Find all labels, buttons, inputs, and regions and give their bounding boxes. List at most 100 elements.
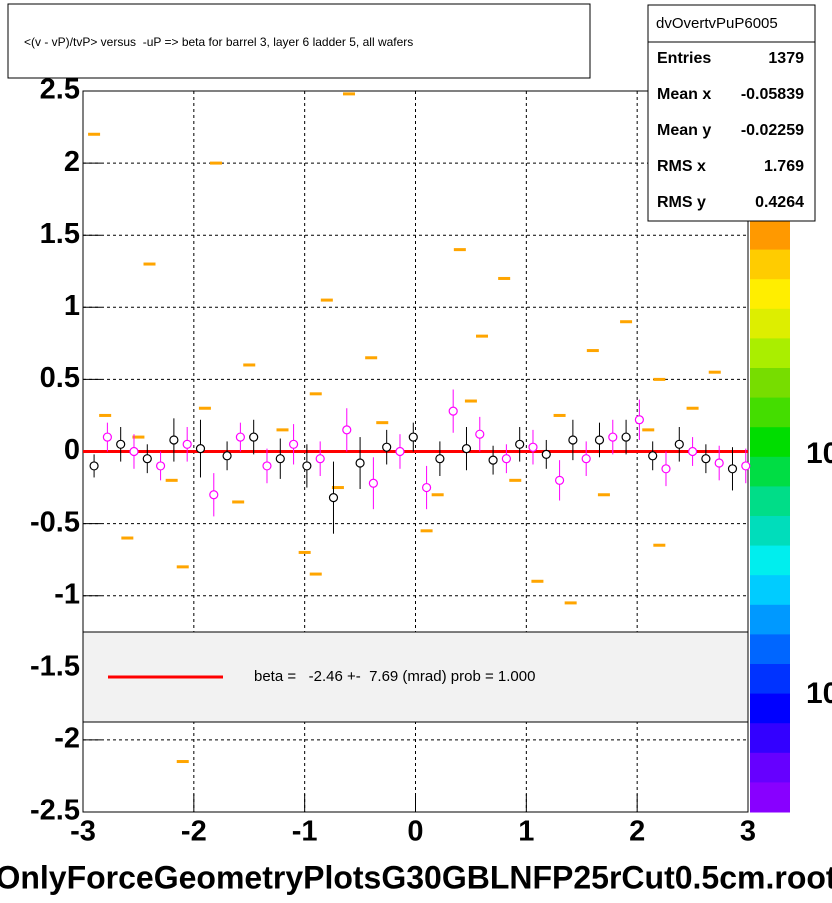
y-tick-label: -2.5 bbox=[30, 795, 80, 827]
cell bbox=[232, 500, 245, 504]
palette-cell bbox=[750, 397, 790, 428]
point bbox=[102, 432, 112, 442]
point bbox=[714, 458, 724, 468]
point bbox=[155, 461, 166, 471]
y-tick-label: 2 bbox=[64, 146, 80, 178]
palette-cell bbox=[750, 456, 790, 487]
palette-cell bbox=[750, 516, 790, 547]
cell bbox=[531, 579, 544, 583]
stats-label: RMS y bbox=[657, 194, 706, 211]
cell bbox=[176, 565, 189, 569]
stats-value: -0.02259 bbox=[741, 122, 804, 139]
point bbox=[701, 454, 711, 464]
point bbox=[515, 439, 525, 449]
y-tick-label: -1 bbox=[54, 578, 80, 610]
palette-cell bbox=[750, 338, 790, 369]
point bbox=[581, 454, 591, 464]
cell bbox=[198, 406, 211, 410]
point bbox=[448, 406, 458, 416]
y-tick-label: -0.5 bbox=[30, 506, 80, 538]
y-tick-label: -1.5 bbox=[30, 650, 80, 682]
x-tick-label: 0 bbox=[407, 816, 423, 848]
point bbox=[235, 432, 245, 442]
point bbox=[528, 442, 538, 452]
palette-cell bbox=[750, 249, 790, 280]
point bbox=[368, 478, 378, 488]
x-tick-label: -3 bbox=[70, 816, 96, 848]
palette-cell bbox=[750, 427, 790, 458]
y-tick-label: 0 bbox=[64, 434, 80, 466]
x-tick-label: 1 bbox=[518, 816, 534, 848]
stats-box bbox=[647, 4, 816, 222]
cell bbox=[121, 536, 134, 540]
point bbox=[328, 493, 339, 503]
point bbox=[209, 490, 219, 500]
palette-cell bbox=[750, 664, 790, 695]
cell bbox=[431, 493, 444, 497]
cell bbox=[498, 276, 511, 280]
point bbox=[129, 446, 139, 457]
cell bbox=[309, 572, 322, 576]
cell bbox=[642, 428, 655, 432]
x-tick-label: 2 bbox=[629, 816, 645, 848]
y-tick-label: -2 bbox=[54, 723, 80, 755]
stats-value: -0.05839 bbox=[741, 86, 804, 103]
point bbox=[288, 439, 299, 449]
cell bbox=[365, 356, 378, 360]
stats-value: 0.4264 bbox=[755, 194, 804, 211]
palette-label: 10 bbox=[806, 677, 832, 710]
stats-label: Mean x bbox=[657, 86, 711, 103]
palette-cell bbox=[750, 545, 790, 576]
palette-cell bbox=[750, 693, 790, 724]
point bbox=[421, 482, 432, 493]
cell bbox=[620, 320, 633, 324]
point bbox=[262, 461, 272, 471]
point bbox=[142, 454, 152, 464]
x-tick-label: -2 bbox=[181, 816, 207, 848]
cell bbox=[653, 543, 666, 547]
point bbox=[608, 432, 618, 442]
cell bbox=[476, 334, 488, 338]
cell bbox=[509, 478, 522, 482]
point bbox=[355, 458, 365, 468]
point bbox=[315, 454, 325, 464]
cell bbox=[553, 413, 566, 417]
stats-label: Mean y bbox=[657, 122, 711, 139]
title-box bbox=[7, 3, 591, 79]
point bbox=[461, 444, 472, 454]
point bbox=[222, 451, 232, 461]
point bbox=[182, 439, 192, 449]
point bbox=[302, 461, 312, 471]
cell bbox=[88, 132, 101, 136]
palette-cell bbox=[750, 368, 790, 399]
chart-title: <(v - vP)/tvP> versus -uP => beta for ba… bbox=[24, 35, 413, 49]
point bbox=[568, 435, 578, 445]
palette bbox=[750, 220, 790, 813]
point bbox=[687, 446, 698, 457]
cell bbox=[298, 550, 311, 554]
point bbox=[634, 415, 644, 425]
point bbox=[195, 444, 206, 454]
point bbox=[648, 451, 658, 461]
y-tick-label: 2.5 bbox=[40, 74, 80, 106]
point bbox=[89, 461, 99, 471]
stats-rows: Entries 1379 Mean x -0.05839 Mean y -0.02259 R… bbox=[657, 50, 804, 211]
cell bbox=[99, 413, 112, 417]
cell bbox=[331, 486, 344, 490]
point bbox=[169, 435, 179, 445]
cell bbox=[597, 493, 610, 497]
palette-cell bbox=[750, 634, 790, 665]
stats-value: 1.769 bbox=[764, 158, 804, 175]
palette-cell bbox=[750, 486, 790, 517]
point bbox=[727, 464, 738, 474]
point bbox=[554, 475, 565, 485]
cell bbox=[165, 478, 178, 482]
palette-cell bbox=[750, 723, 790, 754]
cell bbox=[586, 349, 599, 353]
y-tick-label: 0.5 bbox=[40, 362, 80, 394]
palette-cell bbox=[750, 279, 790, 310]
point bbox=[382, 442, 392, 452]
stats-value: 1379 bbox=[768, 50, 804, 67]
palette-cell bbox=[750, 575, 790, 606]
cell bbox=[176, 760, 189, 764]
